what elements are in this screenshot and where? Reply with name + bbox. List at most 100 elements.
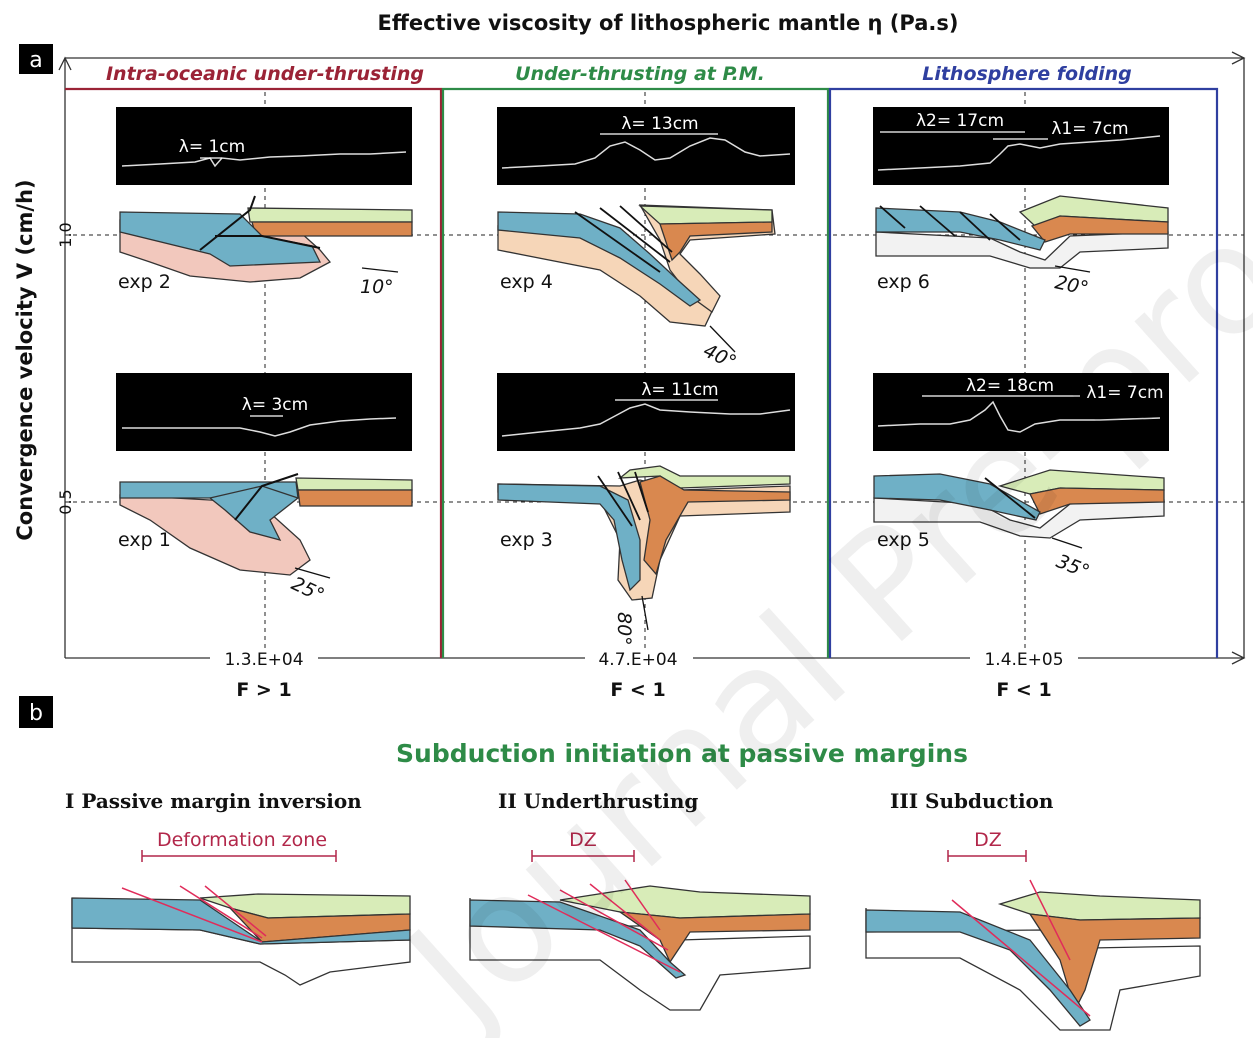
profile-box-exp2 [116,107,412,185]
x-value-bg-1 [210,648,318,668]
f-label-2: F < 1 [610,679,665,701]
stage1-oceanic [71,897,411,945]
angle-line-exp1 [294,567,331,579]
x-value-bg-3 [970,648,1078,668]
x-value-bg-2 [585,648,693,668]
profile-exp5: λ2= 18cm λ1= 7cm [873,373,1169,451]
exp-label-1: exp 1 [118,529,171,551]
zone-label-3: DZ [974,829,1002,851]
stage1-faults [121,885,267,943]
regime-box-passive-margin [441,87,830,658]
regime-box-intra-oceanic [65,87,443,658]
regime-box-folding [828,87,1219,658]
thrust2-exp2 [215,235,321,249]
stage2-oceanic [469,899,687,979]
thrust-a-exp3 [597,475,633,527]
wavelength1-exp6: λ1= 7cm [1051,119,1128,139]
thrusts-exp6 [879,205,1021,241]
panel-a-label-box [19,44,53,74]
zone-bracket-3 [947,850,1027,862]
x-value-3: 1.4.E+05 [984,650,1063,670]
stage-title-1: I Passive margin inversion [65,789,362,813]
regime-label-folding: Lithosphere folding [922,63,1132,85]
x-value-1: 1.3.E+04 [224,650,303,670]
angle-line-exp2 [361,267,399,273]
zone-label-1: Deformation zone [157,829,327,851]
panel-b-label: b [29,701,43,726]
mantle-exp5 [873,497,1165,539]
profile-box-exp3 [497,373,795,451]
stage1-fault-c [204,885,267,937]
exp-label-2: exp 2 [118,271,171,293]
panel-a-label: a [29,48,42,73]
stage2-faults [527,879,681,973]
stage3-fault-b [1029,879,1071,961]
stage3-faults [951,879,1091,1017]
profile-line-exp4 [501,137,791,169]
angle-exp4: 40° [700,340,740,374]
oceanic-plate-exp5 [873,473,1041,521]
stage-1-section [71,885,411,986]
thrust-c-exp6 [959,211,991,241]
profile-box-exp6 [873,107,1169,185]
sediment-exp2 [247,207,413,223]
upper-plate-exp3 [639,475,791,576]
wavelength-exp2: λ= 1cm [179,137,245,157]
zone-bracket-2 [531,850,635,862]
oceanic-plate-exp6 [875,207,1046,251]
thrust-a-exp6 [879,205,906,229]
oceanic-plate-exp4 [497,211,702,307]
profile-exp6: λ2= 17cm λ1= 7cm [873,107,1169,185]
wavelength-exp3: λ= 11cm [641,380,718,400]
stage2-fault-c [589,883,661,941]
angle-line-exp6 [1054,265,1091,273]
angle-exp1: 25° [288,573,328,607]
mantle-exp6 [875,231,1169,269]
wavelength2-exp5: λ2= 18cm [966,376,1054,396]
exp-label-3: exp 3 [500,529,553,551]
oceanic-plate-exp3 [497,483,641,592]
f-label-3: F < 1 [996,679,1051,701]
upper-plate-exp5 [1029,487,1165,515]
stage3-sediment [997,891,1201,921]
angle-exp2: 10° [360,276,394,298]
stage-3-section [865,879,1201,1031]
profile-exp3: λ= 11cm [497,373,795,451]
slab-exp1 [208,485,300,541]
zone-label-2: DZ [569,829,597,851]
profile-line-exp3 [501,403,791,437]
thrusts-exp3 [597,471,649,527]
thrust-b-exp6 [919,205,956,237]
stage-2-section [469,879,811,1011]
wavelength-exp4: λ= 13cm [621,114,698,134]
thrusts-exp4 [574,205,673,273]
panel-b-title: Subduction initiation at passive margins [396,739,968,768]
thrust-d-exp6 [989,213,1021,241]
regime-label-passive-margin: Under-thrusting at P.M. [515,63,765,85]
panel-b: b Subduction initiation at passive margi… [19,696,1201,1031]
zone-bracket-1 [141,850,337,862]
upper-plate-exp2 [251,221,413,237]
velocity-axis-title: Convergence velocity V (cm/h) [13,179,37,540]
wavelength2-exp6: λ2= 17cm [916,111,1004,131]
profile-exp1: λ= 3cm [116,373,412,451]
exp-label-5: exp 5 [877,529,930,551]
section-exp5 [873,469,1165,549]
stage3-oceanic [865,909,1091,1027]
upper-plate-exp6 [1030,215,1169,243]
thrust-c-exp3 [634,471,649,513]
profile-line-exp2 [121,151,407,168]
section-exp6 [875,195,1169,273]
thrust-exp1 [234,473,299,521]
stage-title-2: II Underthrusting [498,789,698,813]
cross-sections [119,195,1169,631]
section-exp1 [119,473,413,579]
stage1-fault-b [179,885,263,939]
section-exp2 [119,195,413,283]
profile-exp2: λ= 1cm [116,107,412,185]
angle-exp3: 80° [613,612,635,646]
oceanic-plate-exp2 [119,211,322,267]
thrust-b-exp3 [617,471,641,521]
profile-line-exp5 [877,400,1161,433]
